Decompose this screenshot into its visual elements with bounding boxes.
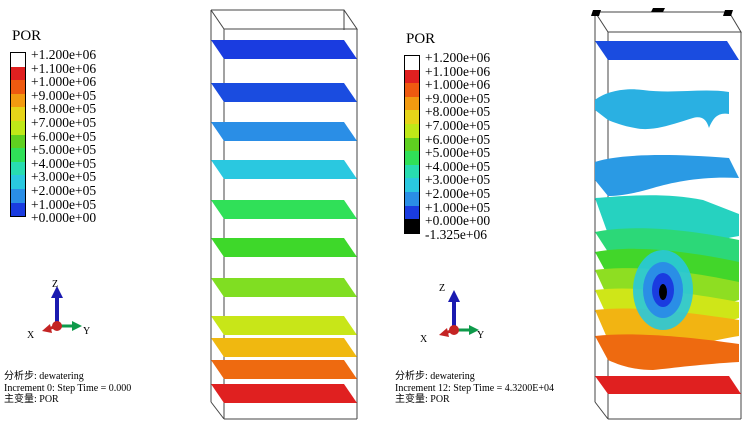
legend-swatch [405,123,419,138]
legend-label: +7.000e+05 [31,114,97,130]
legend-swatch [11,134,25,149]
contour-layer [595,376,741,394]
legend-label: +1.000e+05 [31,196,97,212]
legend-swatch [11,161,25,176]
legend-swatch [11,175,25,189]
contour-layer [211,338,357,357]
increment-text: Increment 12: Step Time = 4.3200E+04 [395,382,555,394]
contour-layer [211,40,357,59]
right-axis-triad [439,290,479,337]
upper-contour-layers [595,41,739,196]
legend-swatch [11,107,25,121]
legend-label: +2.000e+05 [425,185,491,201]
legend-swatch [11,202,25,217]
legend-swatch [405,178,419,192]
legend-swatch [11,80,25,94]
contour-layer [595,334,739,370]
contour-layer [211,316,357,335]
legend-label: +1.200e+06 [425,50,491,65]
contour-layer [211,278,357,297]
legend-label: +1.000e+06 [425,77,491,93]
legend-swatch [11,188,25,203]
legend-label: +3.000e+05 [31,169,97,185]
legend-labels: +1.200e+06 +1.100e+06 +1.000e+06 +9.000e+05… [425,51,490,241]
axis-y-label: Y [83,326,91,337]
legend-swatch [405,151,419,165]
legend-label: +8.000e+05 [425,104,491,120]
legend-swatch [405,137,419,152]
legend-swatch [405,191,419,206]
legend-label: +3.000e+05 [425,172,491,188]
contour-layer [595,89,729,130]
contour-layer [595,41,739,60]
contour-layer [595,155,739,196]
legend-swatch [11,148,25,162]
legend-title: POR [406,31,436,47]
primary-variable-text: 主变量: POR [4,394,59,405]
legend-labels: +1.200e+06 +1.100e+06 +1.000e+06 +9.000e+05… [31,48,96,225]
left-viewport[interactable]: POR +1.200e+06 +1.100e+06 +1.000e+06 +9.000… [0,0,373,425]
right-status-info: 分析步: dewatering Increment 12: Step Time … [395,371,554,406]
legend-swatch [405,69,419,84]
contour-layer [211,83,357,102]
legend-swatch [405,219,419,233]
legend-swatch [11,66,25,81]
contour-layer [211,238,357,257]
legend-label: +7.000e+05 [425,117,491,133]
legend-title: POR [12,28,42,44]
corner-markers [591,8,733,16]
left-status-info: 分析步: dewatering Increment 0: Step Time =… [4,371,131,406]
left-model-view [210,9,358,420]
axis-x-label: X [420,334,428,345]
contour-layer [211,122,357,141]
contour-layer [211,160,357,179]
depression-cone-core [659,284,667,300]
legend-label: +4.000e+05 [31,155,97,171]
legend-label: +6.000e+05 [425,131,491,147]
legend-label: +4.000e+05 [425,158,491,174]
legend-swatch [405,110,419,124]
legend-swatch [405,164,419,179]
legend-label: +1.000e+05 [425,199,491,215]
right-model-view [591,8,742,420]
legend-label: +0.000e+00 [31,210,97,226]
legend-label: +2.000e+05 [31,182,97,198]
lower-contour-layers [595,195,741,394]
increment-text: Increment 0: Step Time = 0.000 [4,382,132,394]
pore-pressure-contour-layers [211,40,357,403]
legend-label: +1.100e+06 [31,60,97,76]
axis-z-label: Z [439,283,446,294]
legend-swatch [11,53,25,67]
left-axis-triad [42,286,82,333]
legend-label: +9.000e+05 [425,90,491,106]
primary-variable-text: 主变量: POR [395,394,450,405]
legend-label: +6.000e+05 [31,128,97,144]
step-name-text: 分析步: dewatering [395,371,475,382]
legend-label: +5.000e+05 [425,145,491,161]
axis-y-label: Y [477,330,485,341]
legend-label: +1.000e+06 [31,74,97,90]
legend-swatch [11,120,25,135]
legend-label: +1.100e+06 [425,63,491,79]
legend-swatch [405,56,419,70]
legend-color-bar [404,55,420,234]
legend-label: +9.000e+05 [31,87,97,103]
legend-swatch [405,83,419,97]
legend-swatch [405,96,419,111]
axis-x-label: X [27,330,35,341]
contour-layer [211,384,357,403]
legend-swatch [405,205,419,220]
step-name-text: 分析步: dewatering [4,371,84,382]
contour-layer [211,200,357,219]
legend-label: -1.325e+06 [425,226,487,242]
axis-z-label: Z [52,279,59,290]
legend-color-bar [10,52,26,218]
legend-label: +5.000e+05 [31,142,97,158]
legend-label: +8.000e+05 [31,101,97,117]
legend-label: +0.000e+00 [425,213,491,229]
legend-label: +1.200e+06 [31,47,97,62]
right-viewport[interactable]: POR +1.200e+06 +1.100e+06 +1.000e+06 +9.000… [373,0,746,425]
legend-swatch [11,93,25,108]
contour-layer [211,360,357,379]
